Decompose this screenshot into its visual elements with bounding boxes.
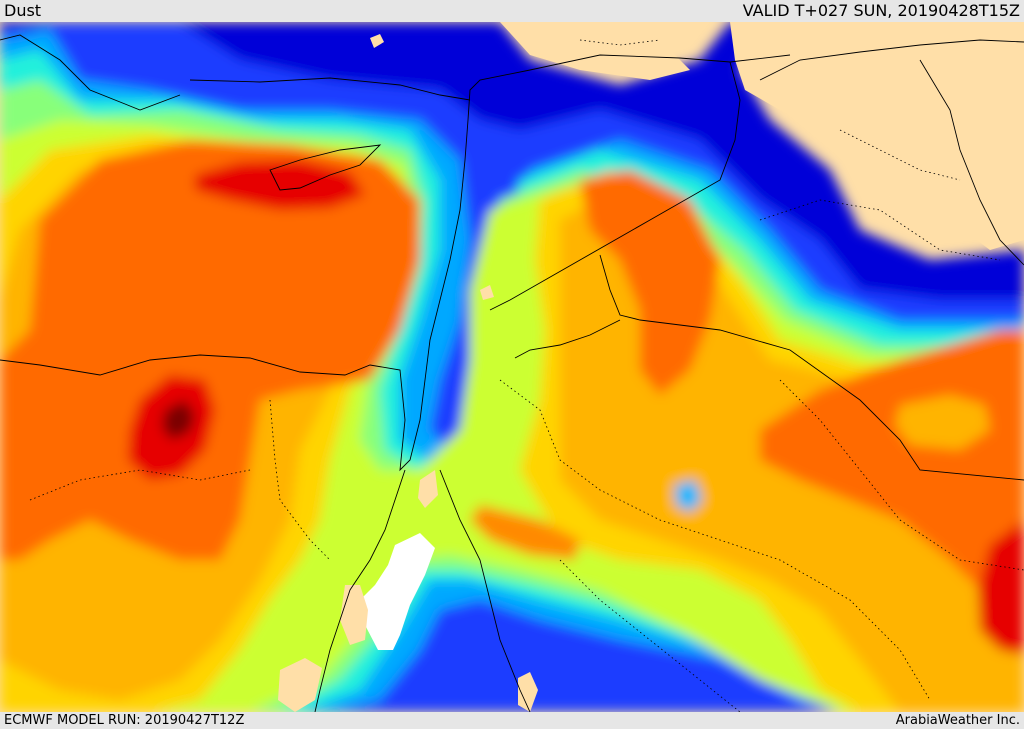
dust-level-red-region-cyprus — [195, 160, 365, 210]
dust-level-darkred-peak — [162, 400, 195, 440]
dust-forecast-map — [0, 22, 1024, 712]
dust-level-orange-region — [0, 140, 420, 560]
coastlines — [0, 34, 1024, 712]
credit-label: ArabiaWeather Inc. — [895, 713, 1020, 728]
header-bar: Dust VALID T+027 SUN, 20190428T15Z — [0, 0, 1024, 22]
dust-level-yellow-patch-syria — [895, 395, 990, 450]
land-patch-sinai — [480, 285, 494, 300]
valid-time: VALID T+027 SUN, 20190428T15Z — [742, 1, 1020, 20]
land-patch-iran — [730, 22, 1024, 250]
land-patch-aegean — [370, 34, 384, 48]
land-patch-arabia-north — [500, 22, 690, 80]
dust-level-cyan-patch-arabia — [675, 480, 702, 512]
footer-bar: ECMWF MODEL RUN: 20190427T12Z ArabiaWeat… — [0, 712, 1024, 729]
map-title: Dust — [4, 1, 42, 20]
land-patch-red-sea-island — [418, 470, 438, 508]
no-data-region-red-sea — [360, 533, 435, 650]
dust-level-red-region-southeast — [978, 520, 1024, 655]
model-run-label: ECMWF MODEL RUN: 20190427T12Z — [4, 713, 245, 728]
dust-level-orange-region-east — [580, 170, 720, 395]
dust-level-orange-patch-jordan — [470, 505, 580, 560]
land-patch-yemen-island — [518, 672, 538, 712]
internal-borders — [29, 39, 1024, 712]
land-patch-sudan-south — [278, 658, 322, 712]
